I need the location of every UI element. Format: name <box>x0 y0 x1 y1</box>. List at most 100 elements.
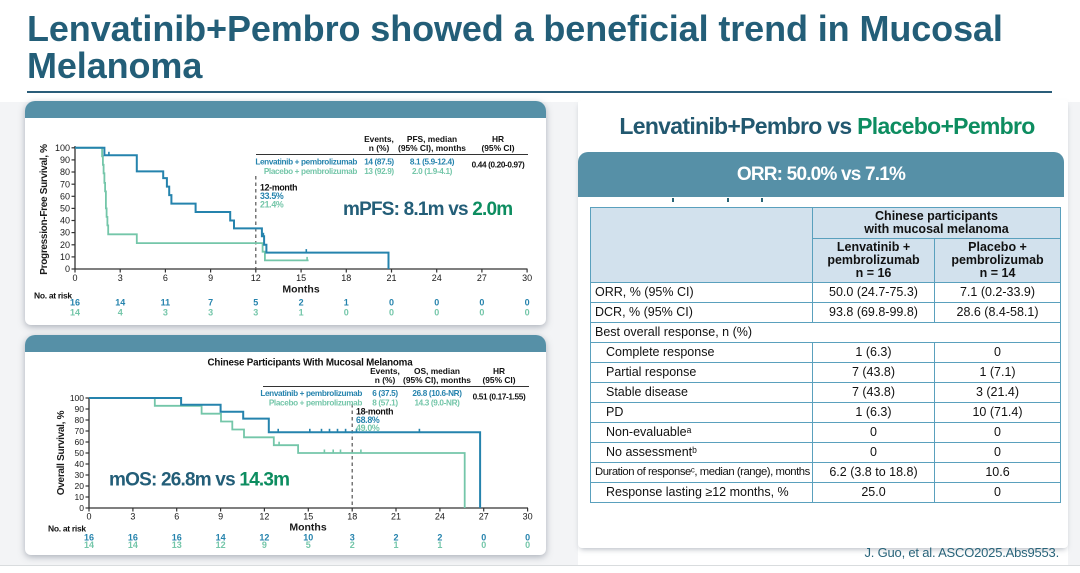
svg-text:27: 27 <box>477 273 487 283</box>
svg-text:PFS, median: PFS, median <box>407 134 457 144</box>
svg-text:3: 3 <box>253 308 258 318</box>
svg-text:50: 50 <box>75 448 85 458</box>
svg-text:24: 24 <box>435 512 445 522</box>
svg-text:1: 1 <box>393 540 398 550</box>
svg-text:0: 0 <box>481 533 486 543</box>
svg-text:100: 100 <box>70 393 84 403</box>
svg-text:0: 0 <box>72 273 77 283</box>
svg-text:12: 12 <box>259 512 269 522</box>
svg-text:1: 1 <box>299 308 304 318</box>
svg-text:20: 20 <box>75 481 85 491</box>
svg-text:30: 30 <box>522 273 532 283</box>
svg-text:7: 7 <box>208 298 213 308</box>
svg-text:12-month: 12-month <box>260 183 297 193</box>
svg-text:3: 3 <box>208 308 213 318</box>
svg-text:50: 50 <box>60 204 70 214</box>
svg-text:15: 15 <box>303 512 313 522</box>
svg-text:(95% CI): (95% CI) <box>481 143 514 153</box>
svg-text:16: 16 <box>128 533 138 543</box>
svg-text:27: 27 <box>479 512 489 522</box>
svg-text:14.3 (9.0-NR): 14.3 (9.0-NR) <box>414 399 460 408</box>
svg-text:10: 10 <box>303 533 313 543</box>
svg-text:OS, median: OS, median <box>414 366 460 376</box>
svg-text:0: 0 <box>79 503 84 513</box>
svg-text:0: 0 <box>389 298 394 308</box>
svg-text:14: 14 <box>84 540 94 550</box>
svg-text:12: 12 <box>251 273 261 283</box>
svg-text:0.51 (0.17-1.55): 0.51 (0.17-1.55) <box>473 393 526 402</box>
svg-text:0: 0 <box>65 264 70 274</box>
svg-text:0: 0 <box>434 298 439 308</box>
svg-text:Months: Months <box>289 522 326 534</box>
svg-text:90: 90 <box>75 404 85 414</box>
svg-text:9: 9 <box>218 512 223 522</box>
svg-text:0: 0 <box>434 308 439 318</box>
svg-text:Overall Survival, %: Overall Survival, % <box>56 410 67 495</box>
svg-text:26.8 (10.6-NR): 26.8 (10.6-NR) <box>412 389 462 398</box>
svg-text:0: 0 <box>344 308 349 318</box>
svg-text:14: 14 <box>70 308 80 318</box>
svg-text:20: 20 <box>60 240 70 250</box>
svg-text:13: 13 <box>172 540 182 550</box>
svg-text:0: 0 <box>525 533 530 543</box>
svg-text:0: 0 <box>481 540 486 550</box>
svg-text:30: 30 <box>60 228 70 238</box>
svg-text:Placebo + pembrolizumab: Placebo + pembrolizumab <box>269 399 363 408</box>
svg-text:0.44 (0.20-0.97): 0.44 (0.20-0.97) <box>472 161 525 170</box>
svg-text:0: 0 <box>479 308 484 318</box>
svg-text:80: 80 <box>75 415 85 425</box>
svg-text:Lenvatinib + pembrolizumab: Lenvatinib + pembrolizumab <box>260 389 362 398</box>
svg-text:0: 0 <box>479 298 484 308</box>
svg-text:12: 12 <box>216 540 226 550</box>
svg-text:Months: Months <box>282 284 319 296</box>
svg-text:0: 0 <box>525 298 530 308</box>
svg-text:70: 70 <box>60 179 70 189</box>
svg-text:3: 3 <box>130 512 135 522</box>
svg-text:18-month: 18-month <box>356 407 393 417</box>
svg-text:3: 3 <box>163 308 168 318</box>
svg-text:HR: HR <box>493 366 505 376</box>
svg-text:mOS: 26.8m vs 14.3m: mOS: 26.8m vs 14.3m <box>109 470 289 491</box>
svg-text:9: 9 <box>208 273 213 283</box>
svg-text:49.0%: 49.0% <box>356 423 380 433</box>
svg-text:0: 0 <box>525 540 530 550</box>
svg-text:14: 14 <box>128 540 138 550</box>
svg-text:n (%): n (%) <box>375 375 396 385</box>
svg-text:3: 3 <box>350 533 355 543</box>
svg-text:2: 2 <box>437 533 442 543</box>
svg-text:30: 30 <box>75 470 85 480</box>
svg-text:60: 60 <box>75 437 85 447</box>
svg-text:6: 6 <box>174 512 179 522</box>
svg-text:68.8%: 68.8% <box>356 415 380 425</box>
svg-text:40: 40 <box>75 459 85 469</box>
svg-text:80: 80 <box>60 167 70 177</box>
svg-text:2: 2 <box>350 540 355 550</box>
svg-text:14 (87.5): 14 (87.5) <box>364 158 394 167</box>
svg-text:6: 6 <box>163 273 168 283</box>
svg-text:10: 10 <box>75 492 85 502</box>
svg-text:16: 16 <box>70 298 80 308</box>
svg-text:16: 16 <box>172 533 182 543</box>
svg-text:HR: HR <box>492 134 504 144</box>
svg-text:Chinese Participants With Muco: Chinese Participants With Mucosal Melano… <box>208 358 414 369</box>
svg-text:Lenvatinib + pembrolizumab: Lenvatinib + pembrolizumab <box>255 158 357 167</box>
svg-text:1: 1 <box>437 540 442 550</box>
svg-text:9: 9 <box>262 540 267 550</box>
svg-text:0: 0 <box>86 512 91 522</box>
svg-text:Placebo + pembrolizumab: Placebo + pembrolizumab <box>264 167 358 176</box>
svg-text:3: 3 <box>118 273 123 283</box>
svg-text:16: 16 <box>84 533 94 543</box>
svg-text:8.1 (5.9-12.4): 8.1 (5.9-12.4) <box>410 158 455 167</box>
svg-text:(95% CI), months: (95% CI), months <box>403 375 471 385</box>
svg-text:70: 70 <box>75 426 85 436</box>
svg-text:2.0 (1.9-4.1): 2.0 (1.9-4.1) <box>412 167 453 176</box>
svg-text:40: 40 <box>60 216 70 226</box>
svg-text:60: 60 <box>60 191 70 201</box>
svg-text:14: 14 <box>115 298 125 308</box>
svg-text:2: 2 <box>393 533 398 543</box>
svg-text:0: 0 <box>525 308 530 318</box>
svg-text:5: 5 <box>306 540 311 550</box>
svg-text:90: 90 <box>60 155 70 165</box>
svg-text:21: 21 <box>386 273 396 283</box>
svg-text:5: 5 <box>253 298 258 308</box>
